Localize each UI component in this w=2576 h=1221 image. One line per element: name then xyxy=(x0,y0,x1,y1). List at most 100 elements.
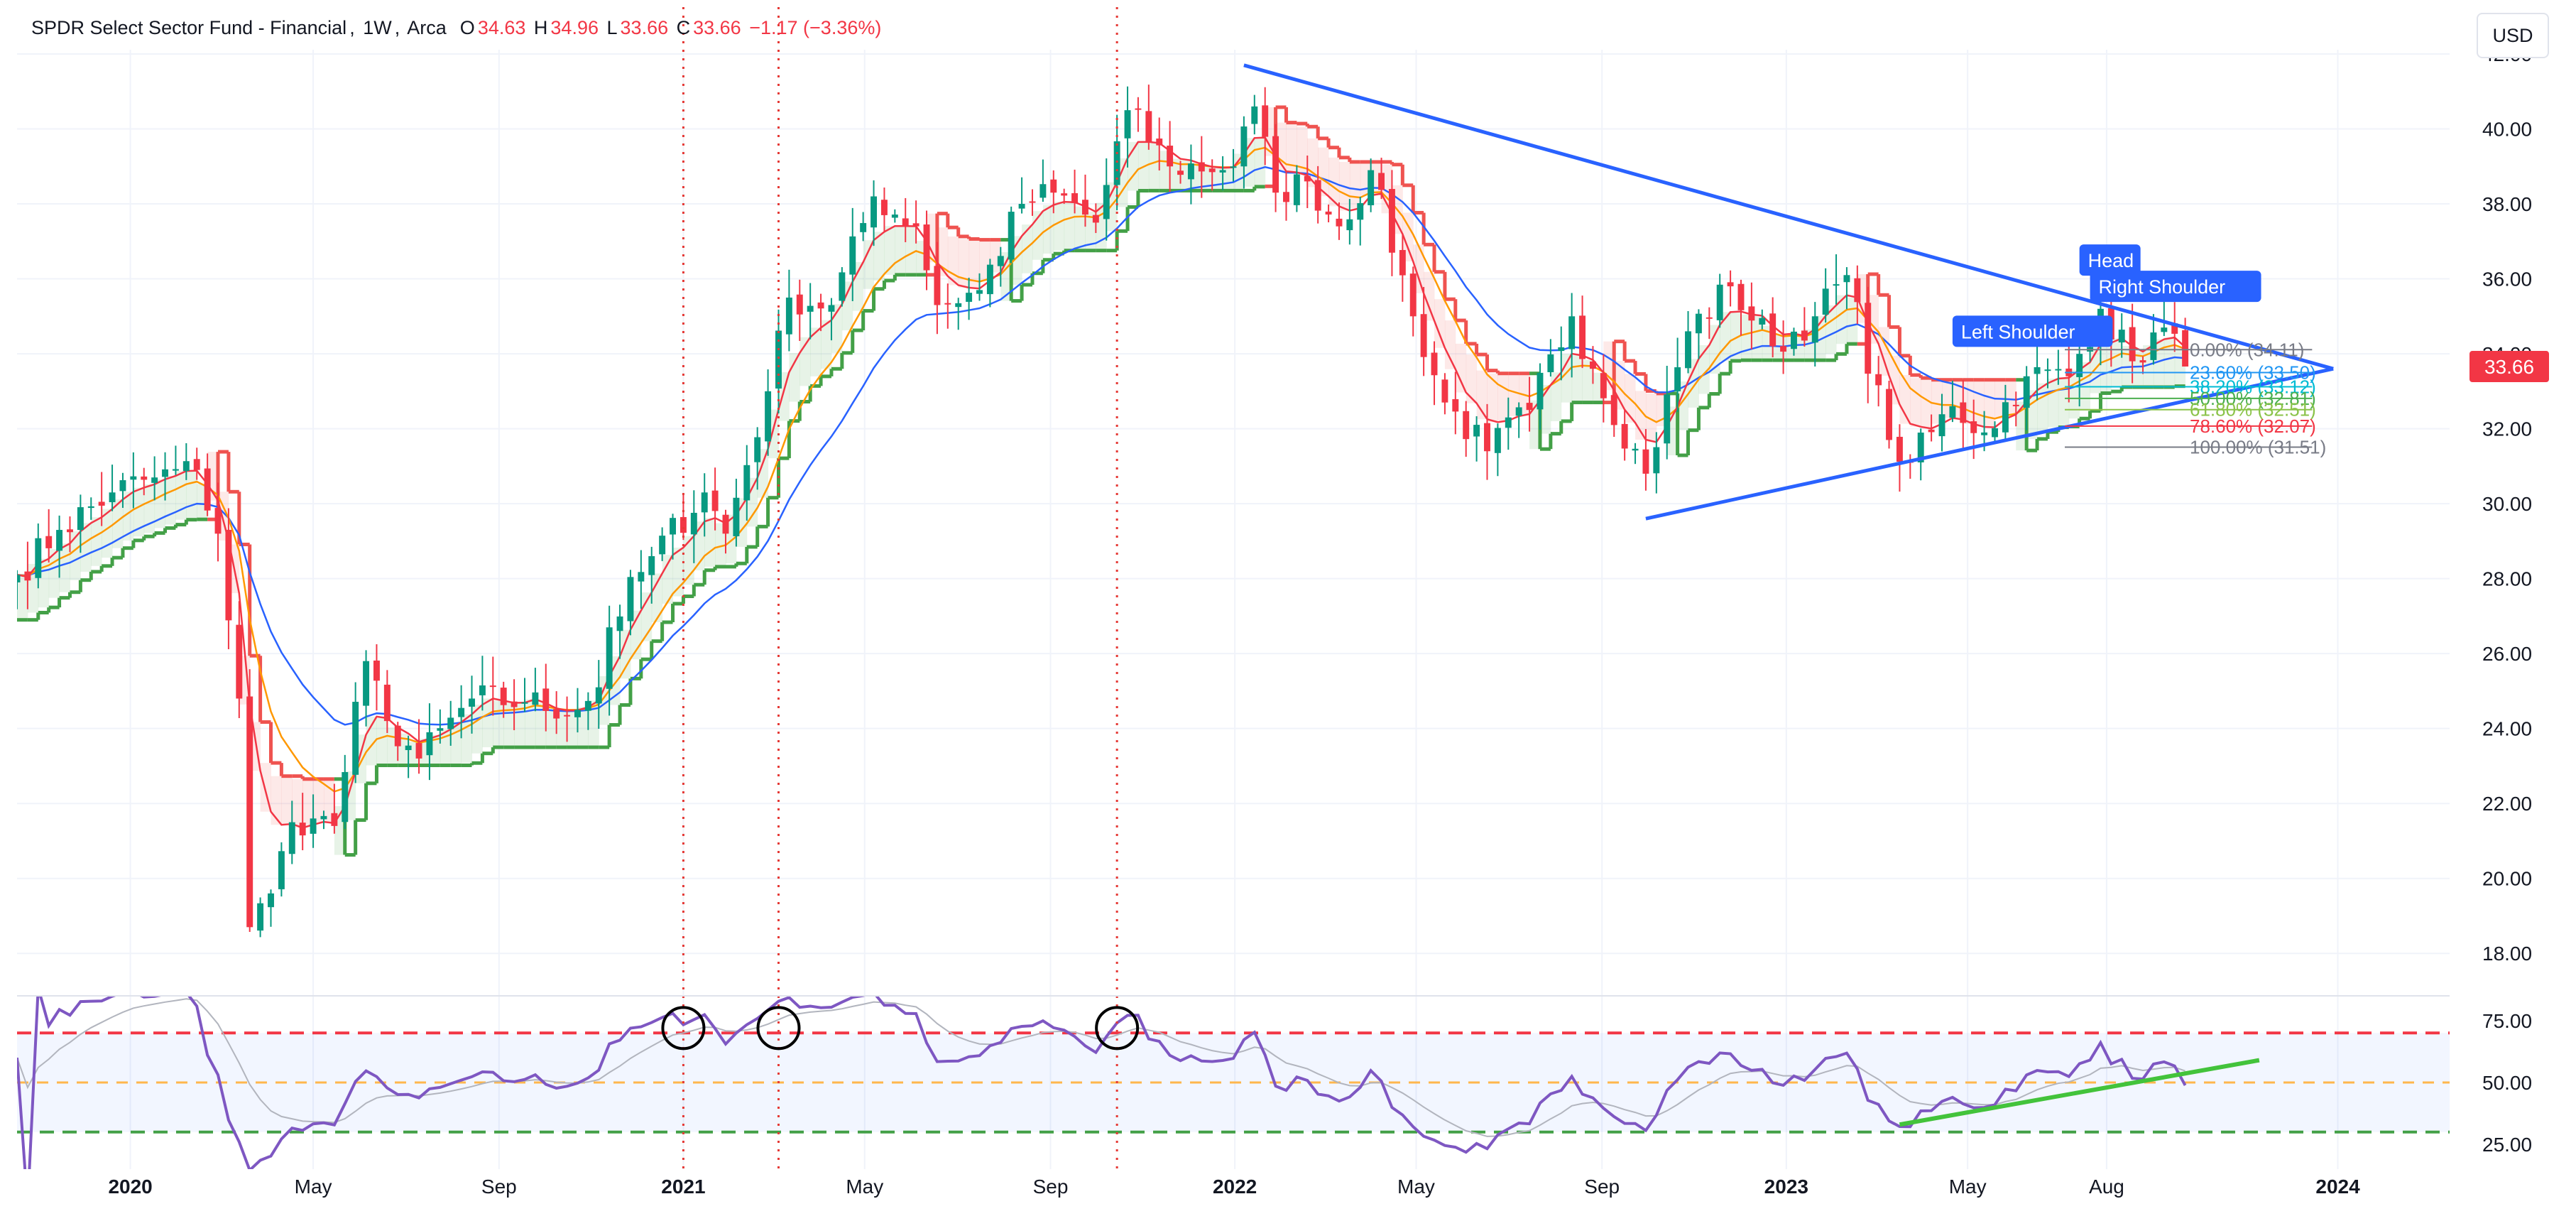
candle[interactable] xyxy=(1769,297,1777,358)
candle[interactable] xyxy=(1938,394,1945,452)
candle[interactable] xyxy=(236,601,243,718)
candle[interactable] xyxy=(1409,266,1417,337)
candle[interactable] xyxy=(1420,287,1427,376)
candle[interactable] xyxy=(934,242,941,335)
candle[interactable] xyxy=(828,298,835,341)
candle[interactable] xyxy=(1240,116,1248,189)
candle[interactable] xyxy=(754,427,761,490)
candle[interactable] xyxy=(1992,421,1998,444)
candle[interactable] xyxy=(2076,340,2083,407)
head-label[interactable]: Head xyxy=(2079,244,2141,276)
candle[interactable] xyxy=(680,493,687,541)
candle[interactable] xyxy=(1029,189,1036,216)
candle[interactable] xyxy=(1071,169,1079,214)
candle[interactable] xyxy=(1642,428,1649,491)
candle[interactable] xyxy=(1124,86,1131,168)
candle[interactable] xyxy=(363,650,370,727)
candle[interactable] xyxy=(1187,144,1194,205)
candle[interactable] xyxy=(469,675,475,734)
candle[interactable] xyxy=(1262,87,1269,165)
candle[interactable] xyxy=(394,722,401,761)
candle[interactable] xyxy=(1949,380,1956,423)
candle[interactable] xyxy=(2129,303,2136,384)
candle[interactable] xyxy=(141,467,148,496)
candle[interactable] xyxy=(1177,161,1184,184)
candle[interactable] xyxy=(1103,158,1110,241)
candle[interactable] xyxy=(860,212,867,242)
candle[interactable] xyxy=(1801,307,1808,347)
candle[interactable] xyxy=(817,293,824,332)
candle[interactable] xyxy=(268,889,274,927)
candle[interactable] xyxy=(902,197,909,242)
candle[interactable] xyxy=(2002,384,2009,440)
candle[interactable] xyxy=(500,681,507,718)
candle[interactable] xyxy=(871,180,878,246)
candle[interactable] xyxy=(14,570,21,609)
candle[interactable] xyxy=(1008,206,1015,264)
candle[interactable] xyxy=(638,550,645,609)
candle[interactable] xyxy=(1018,177,1025,214)
candle[interactable] xyxy=(2012,391,2019,427)
candle[interactable] xyxy=(1875,356,1882,407)
candle[interactable] xyxy=(733,479,740,547)
candle[interactable] xyxy=(532,668,539,712)
candle[interactable] xyxy=(193,447,200,480)
candle[interactable] xyxy=(711,467,719,531)
candle[interactable] xyxy=(553,691,560,734)
candle[interactable] xyxy=(24,541,31,609)
candle[interactable] xyxy=(288,801,295,864)
candle[interactable] xyxy=(1705,307,1713,340)
candle[interactable] xyxy=(405,735,412,778)
candle[interactable] xyxy=(479,656,486,711)
candle[interactable] xyxy=(1600,354,1607,423)
candle[interactable] xyxy=(807,283,814,340)
candle[interactable] xyxy=(98,472,105,526)
candle[interactable] xyxy=(182,443,190,480)
candle[interactable] xyxy=(1092,203,1099,234)
candle[interactable] xyxy=(1716,273,1723,328)
candle[interactable] xyxy=(1695,309,1702,359)
candle[interactable] xyxy=(1431,341,1438,406)
candle[interactable] xyxy=(1441,373,1448,415)
candle[interactable] xyxy=(1198,136,1205,198)
candle[interactable] xyxy=(1388,170,1395,276)
candle[interactable] xyxy=(997,246,1004,287)
candle[interactable] xyxy=(1230,148,1237,182)
candle[interactable] xyxy=(1061,188,1068,205)
candle[interactable] xyxy=(1368,158,1375,212)
candle[interactable] xyxy=(204,453,211,516)
candle[interactable] xyxy=(2034,345,2041,401)
candle[interactable] xyxy=(278,842,285,897)
candle[interactable] xyxy=(584,692,591,730)
candle[interactable] xyxy=(2161,299,2168,337)
candle[interactable] xyxy=(785,269,792,352)
candle[interactable] xyxy=(574,688,581,733)
candle[interactable] xyxy=(1558,326,1565,381)
candle[interactable] xyxy=(1505,397,1512,450)
candle[interactable] xyxy=(2023,366,2030,430)
candle[interactable] xyxy=(331,783,338,834)
rsi-pane[interactable] xyxy=(17,988,2450,1207)
candle[interactable] xyxy=(130,452,137,509)
candle[interactable] xyxy=(701,473,708,537)
candle[interactable] xyxy=(659,527,666,561)
candle[interactable] xyxy=(944,283,951,329)
candle[interactable] xyxy=(56,515,63,578)
candle[interactable] xyxy=(511,679,518,731)
candle[interactable] xyxy=(1135,97,1142,132)
candle[interactable] xyxy=(162,452,169,501)
candle[interactable] xyxy=(458,685,465,739)
candle[interactable] xyxy=(1896,424,1903,492)
candle[interactable] xyxy=(690,490,697,563)
candle[interactable] xyxy=(616,604,623,659)
candle[interactable] xyxy=(1664,366,1671,460)
candle[interactable] xyxy=(1399,233,1406,302)
candle[interactable] xyxy=(320,810,327,830)
candle[interactable] xyxy=(426,703,433,781)
candle[interactable] xyxy=(1833,254,1840,305)
candle[interactable] xyxy=(627,570,634,636)
candle[interactable] xyxy=(1928,414,1935,442)
candle[interactable] xyxy=(1463,401,1470,457)
candle[interactable] xyxy=(1865,286,1872,403)
